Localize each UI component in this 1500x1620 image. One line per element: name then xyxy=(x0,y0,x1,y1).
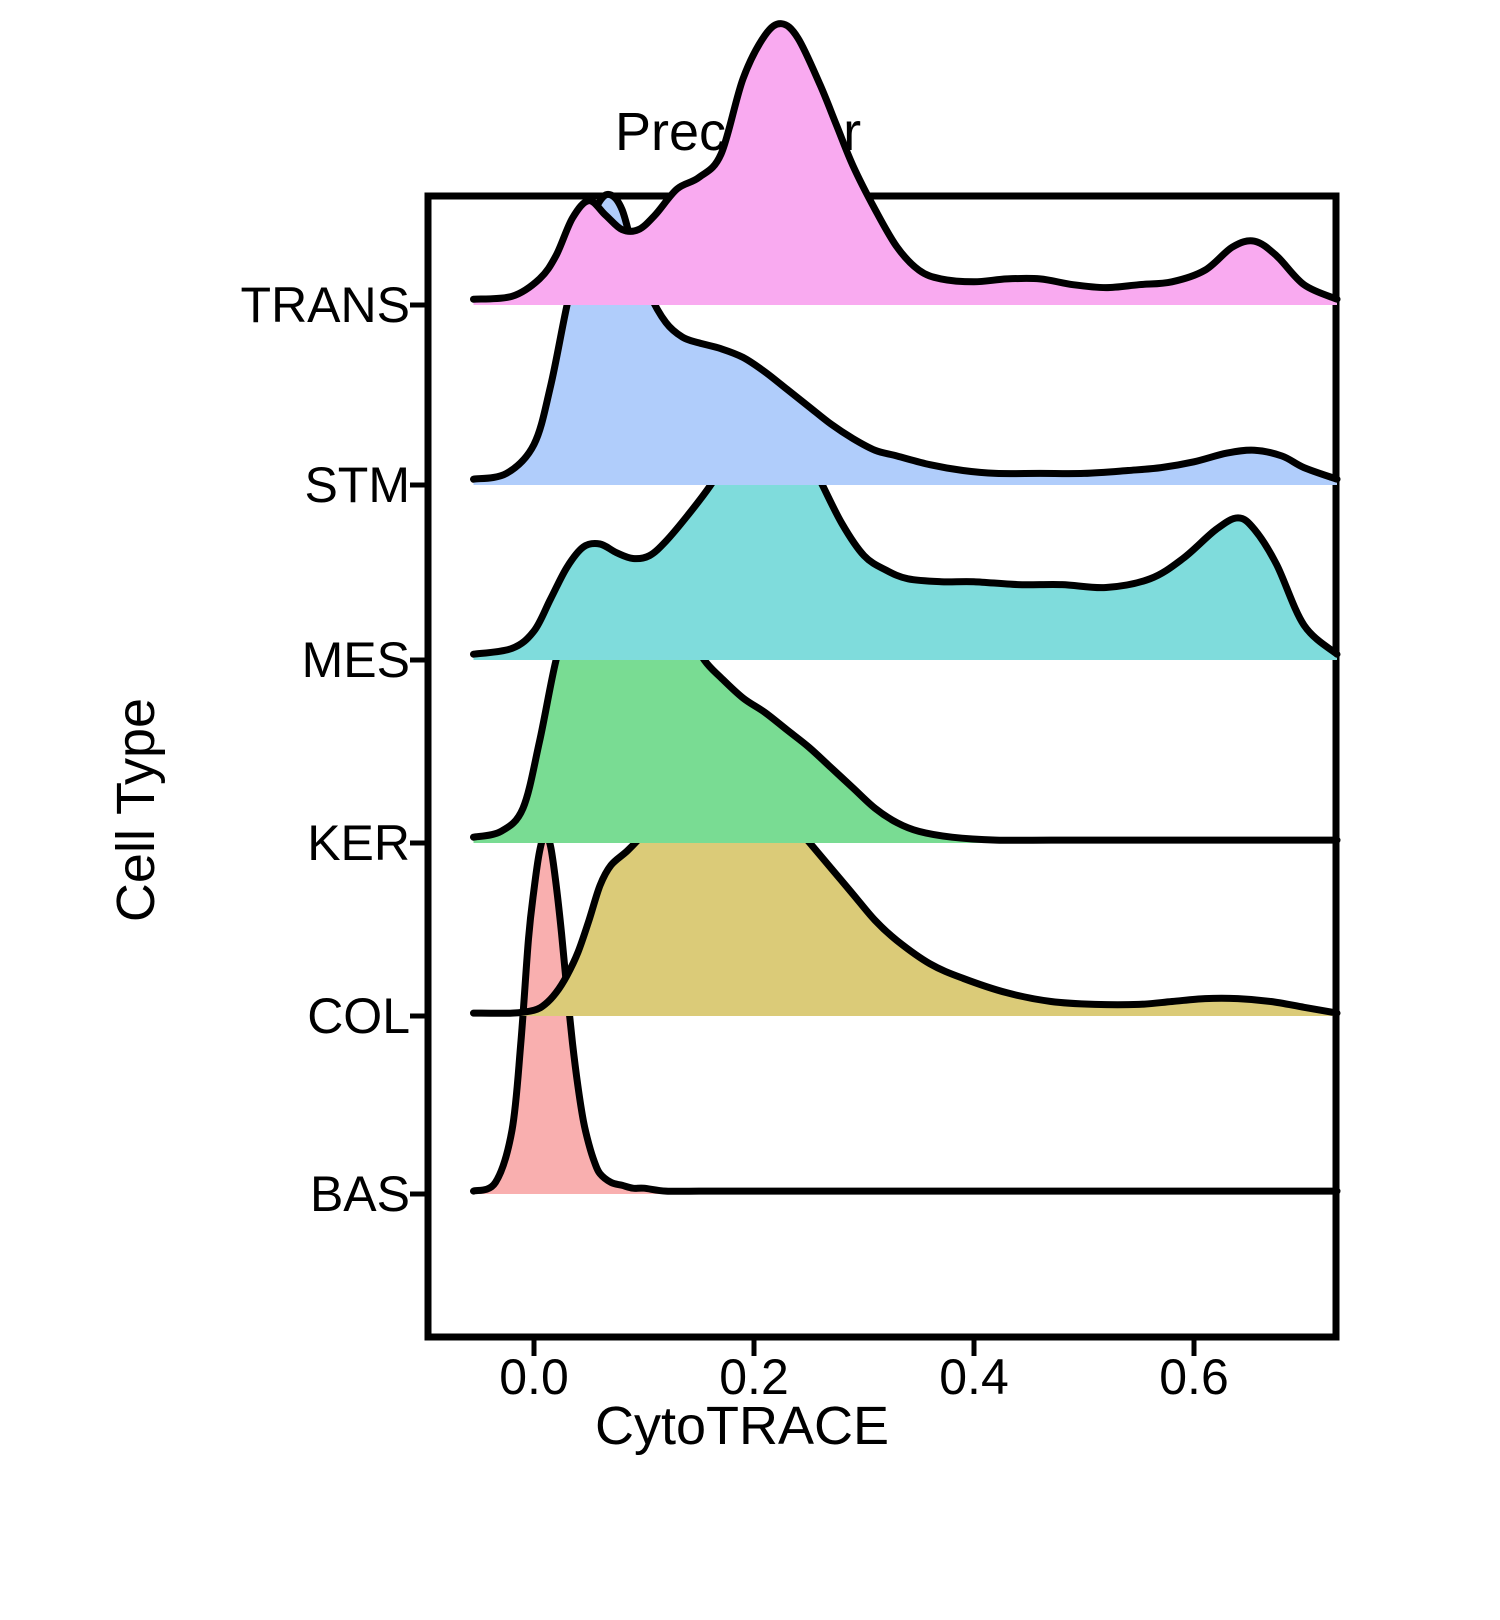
y-tick-label-ker: KER xyxy=(307,815,410,871)
ridge-series-group xyxy=(470,20,1341,1195)
y-tick-label-mes: MES xyxy=(301,632,410,688)
ridge-fill-mes xyxy=(473,410,1337,660)
ridge-fill-bas xyxy=(473,834,1337,1194)
x-tick-label-0: 0.0 xyxy=(499,1349,569,1405)
ridge-fill-trans xyxy=(473,23,1337,305)
x-tick-label-2: 0.4 xyxy=(939,1349,1009,1405)
x-tick-label-3: 0.6 xyxy=(1159,1349,1229,1405)
ridge-outline-trans xyxy=(470,20,1341,303)
ridge-trans xyxy=(470,20,1341,305)
y-tick-label-bas: BAS xyxy=(309,1166,410,1222)
axis-ticks-group xyxy=(410,302,1197,1356)
y-tick-label-stm: STM xyxy=(304,457,410,513)
x-axis-title: CytoTRACE xyxy=(594,1396,890,1456)
y-tick-label-trans: TRANS xyxy=(240,277,410,333)
ridge-outline-bas xyxy=(470,830,1341,1195)
x-tick-label-1: 0.2 xyxy=(719,1349,789,1405)
ridge-fill-stm xyxy=(473,194,1337,485)
ridge-bas xyxy=(470,830,1341,1195)
y-tick-label-col: COL xyxy=(307,988,410,1044)
